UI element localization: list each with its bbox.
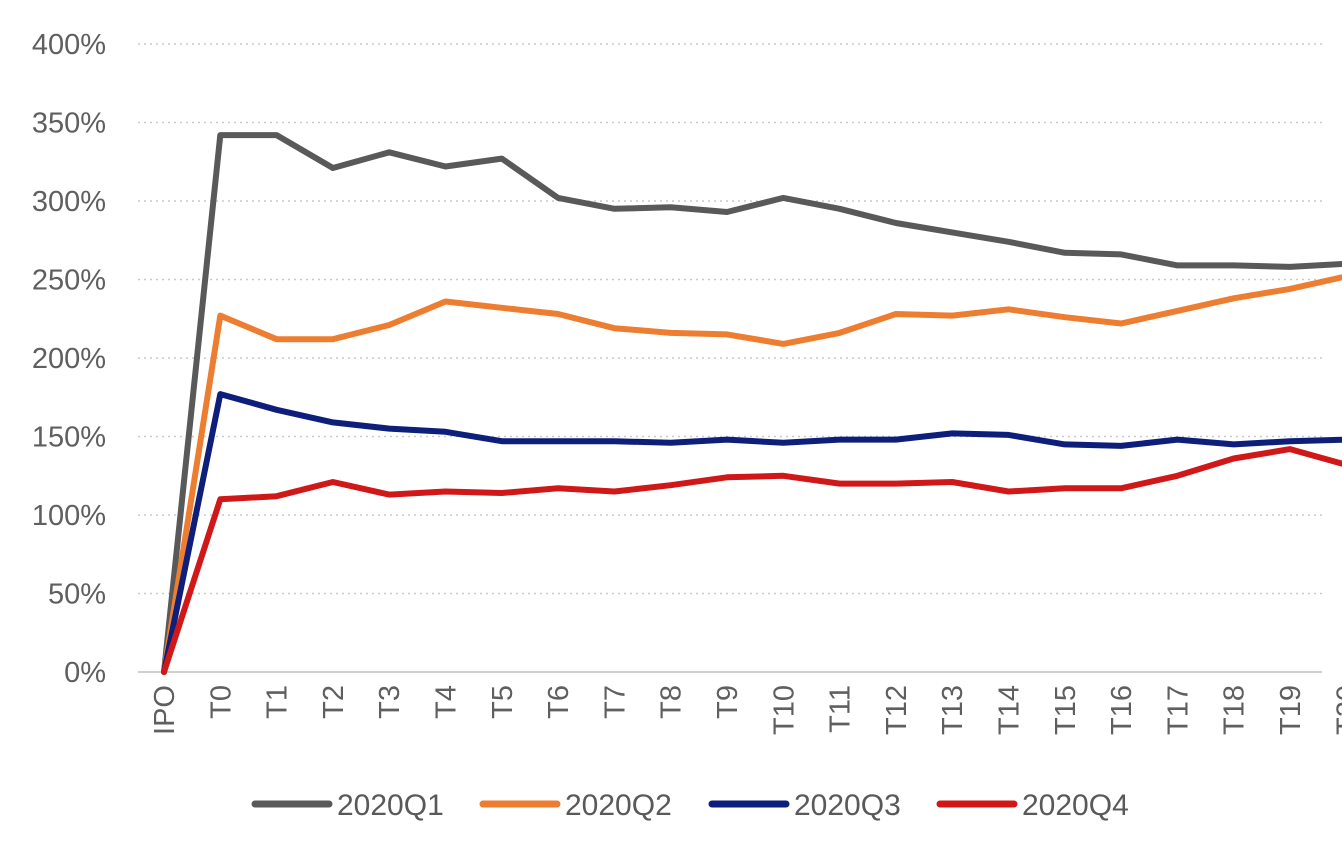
y-tick-label: 150%: [32, 422, 106, 454]
x-tick-label: T15: [1050, 685, 1082, 735]
series-lines: [161, 132, 1342, 675]
x-tick-label: IPO: [149, 685, 181, 735]
legend-item-2020q1: 2020Q1: [251, 789, 444, 822]
x-axis: IPO T0 T1 T2 T3 T4 T5 T6 T7 T8 T9 T10 T11 T12 T13 T14 T1…: [149, 685, 1342, 735]
legend: 2020Q1 2020Q2 2020Q3 2020Q4: [251, 789, 1129, 822]
y-tick-label: 250%: [32, 265, 106, 297]
x-tick-label: T11: [825, 685, 857, 733]
x-tick-label: T19: [1275, 685, 1307, 735]
x-tick-label: T20: [1331, 685, 1342, 735]
x-tick-label: T18: [1219, 685, 1251, 735]
x-tick-label: T4: [431, 685, 463, 719]
series-line-2020q2: [161, 274, 1342, 675]
series-line-2020q4: [161, 446, 1342, 675]
legend-label: 2020Q2: [565, 789, 672, 822]
y-tick-label: 400%: [32, 29, 106, 61]
x-tick-label: T7: [599, 685, 631, 719]
x-tick-label: T12: [881, 685, 913, 735]
legend-label: 2020Q1: [337, 789, 444, 822]
x-tick-label: T6: [543, 685, 575, 719]
x-tick-label: T0: [205, 685, 237, 719]
x-tick-label: T16: [1106, 685, 1138, 735]
legend-item-2020q4: 2020Q4: [936, 789, 1129, 822]
x-tick-label: T3: [374, 685, 406, 719]
legend-label: 2020Q4: [1022, 789, 1129, 822]
series-line-2020q3: [161, 391, 1342, 675]
x-tick-label: T1: [262, 685, 294, 719]
legend-item-2020q3: 2020Q3: [708, 789, 901, 822]
x-tick-label: T13: [937, 685, 969, 735]
legend-label: 2020Q3: [794, 789, 901, 822]
y-tick-label: 200%: [32, 343, 106, 375]
y-tick-label: 300%: [32, 186, 106, 218]
x-tick-label: T2: [318, 685, 350, 719]
y-tick-label: 0%: [64, 657, 106, 689]
y-axis: 0% 50% 100% 150% 200% 250% 300% 350% 400%: [32, 29, 106, 689]
x-tick-label: T10: [768, 685, 800, 735]
x-tick-label: T14: [994, 685, 1026, 735]
y-tick-label: 50%: [48, 579, 106, 611]
y-tick-label: 100%: [32, 500, 106, 532]
x-tick-label: T9: [712, 685, 744, 719]
x-tick-label: T5: [487, 685, 519, 719]
y-tick-label: 350%: [32, 108, 106, 140]
legend-item-2020q2: 2020Q2: [479, 789, 672, 822]
x-tick-label: T17: [1162, 685, 1194, 735]
series-line-2020q1: [161, 132, 1342, 675]
x-tick-label: T8: [656, 685, 688, 719]
